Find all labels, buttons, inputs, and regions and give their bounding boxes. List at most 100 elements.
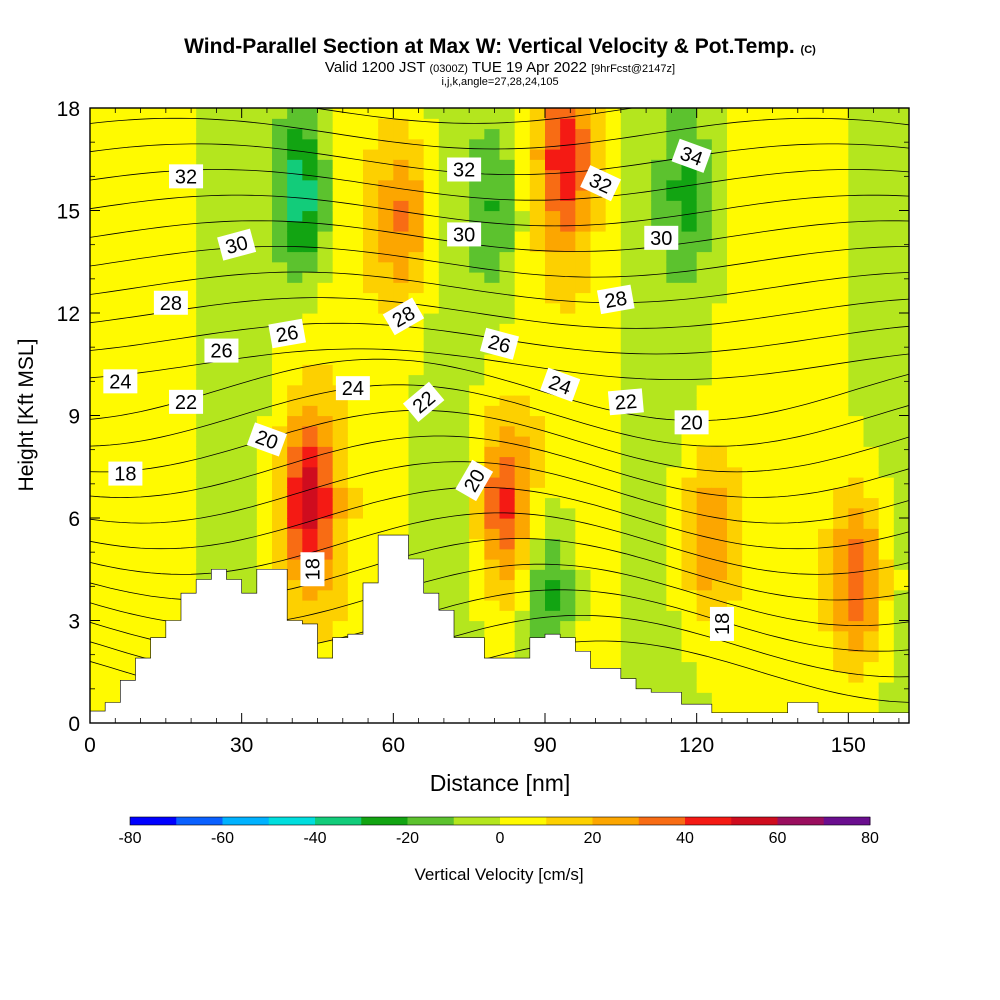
velocity-cell — [514, 600, 531, 611]
velocity-cell — [529, 231, 546, 242]
velocity-cell — [666, 507, 683, 519]
velocity-cell — [620, 620, 637, 632]
theta-label: 18 — [108, 461, 143, 486]
velocity-cell — [787, 528, 804, 540]
velocity-cell — [211, 292, 228, 304]
velocity-cell — [287, 149, 303, 160]
velocity-cell — [90, 651, 106, 663]
velocity-cell — [681, 671, 698, 683]
velocity-cell — [893, 610, 909, 622]
velocity-cell — [438, 518, 455, 529]
velocity-cell — [499, 487, 516, 499]
velocity-cell — [196, 518, 212, 529]
velocity-cell — [560, 497, 576, 509]
velocity-cell — [120, 538, 137, 550]
velocity-cell — [711, 436, 728, 447]
velocity-cell — [529, 600, 546, 611]
velocity-cell — [696, 261, 713, 273]
velocity-cell — [514, 138, 531, 150]
velocity-cell — [560, 313, 576, 324]
velocity-cell — [757, 579, 774, 591]
velocity-cell — [848, 507, 865, 519]
velocity-cell — [605, 149, 622, 160]
velocity-cell — [757, 477, 774, 488]
velocity-cell — [696, 548, 713, 560]
velocity-cell — [711, 354, 728, 365]
velocity-cell — [438, 220, 455, 232]
velocity-cell — [863, 333, 880, 345]
velocity-cell — [878, 548, 895, 560]
velocity-cell — [696, 190, 713, 201]
velocity-cell — [363, 374, 379, 386]
theta-contour — [312, 108, 636, 124]
velocity-cell — [332, 579, 349, 591]
velocity-cell — [893, 169, 909, 181]
velocity-cell — [620, 507, 637, 519]
velocity-cell — [529, 425, 546, 437]
velocity-cell — [211, 507, 228, 519]
velocity-cell — [605, 559, 622, 570]
velocity-cell — [90, 630, 106, 642]
velocity-cell — [772, 159, 789, 171]
velocity-cell — [484, 272, 501, 283]
x-axis-label: Distance [nm] — [430, 770, 571, 796]
velocity-cell — [878, 466, 895, 478]
y-tick-label: 0 — [68, 713, 80, 736]
velocity-cell — [196, 149, 212, 160]
velocity-cell — [196, 118, 212, 130]
velocity-cell — [105, 313, 121, 324]
velocity-cell — [802, 384, 819, 396]
velocity-cell — [469, 251, 485, 263]
velocity-cell — [545, 128, 561, 140]
velocity-cell — [469, 630, 485, 642]
velocity-cell — [181, 364, 197, 376]
velocity-cell — [469, 497, 485, 509]
velocity-cell — [499, 323, 516, 335]
velocity-cell — [651, 169, 667, 181]
velocity-cell — [317, 559, 334, 570]
velocity-cell — [575, 436, 592, 447]
velocity-cell — [666, 354, 683, 365]
velocity-cell — [575, 528, 592, 540]
velocity-cell — [423, 282, 440, 294]
velocity-cell — [393, 528, 410, 540]
velocity-cell — [256, 261, 273, 273]
velocity-cell — [423, 149, 440, 160]
velocity-cell — [302, 210, 319, 222]
velocity-cell — [454, 610, 470, 622]
velocity-cell — [802, 374, 819, 386]
velocity-cell — [438, 497, 455, 509]
velocity-cell — [256, 507, 273, 519]
velocity-cell — [757, 384, 774, 396]
velocity-cell — [878, 436, 895, 447]
velocity-cell — [757, 251, 774, 263]
velocity-cell — [636, 671, 652, 683]
velocity-cell — [666, 343, 683, 355]
velocity-cell — [181, 343, 197, 355]
velocity-cell — [666, 497, 683, 509]
velocity-cell — [742, 610, 758, 622]
velocity-cell — [347, 128, 364, 140]
y-tick-label: 3 — [68, 611, 80, 634]
velocity-cell — [605, 661, 622, 673]
velocity-cell — [226, 108, 243, 119]
velocity-cell — [742, 108, 758, 119]
velocity-cell — [226, 200, 243, 212]
velocity-cell — [590, 343, 607, 355]
velocity-cell — [620, 159, 637, 171]
velocity-cell — [818, 190, 834, 201]
colorbar-bin — [176, 817, 223, 825]
velocity-cell — [848, 405, 865, 417]
velocity-cell — [757, 446, 774, 458]
velocity-cell — [393, 425, 410, 437]
y-tick-label: 15 — [57, 201, 80, 224]
velocity-cell — [711, 190, 728, 201]
velocity-cell — [802, 487, 819, 499]
velocity-cell — [893, 477, 909, 488]
velocity-cell — [727, 292, 743, 304]
velocity-cell — [893, 364, 909, 376]
velocity-cell — [90, 251, 106, 263]
velocity-cell — [878, 661, 895, 673]
velocity-cell — [529, 241, 546, 253]
velocity-cell — [347, 220, 364, 232]
